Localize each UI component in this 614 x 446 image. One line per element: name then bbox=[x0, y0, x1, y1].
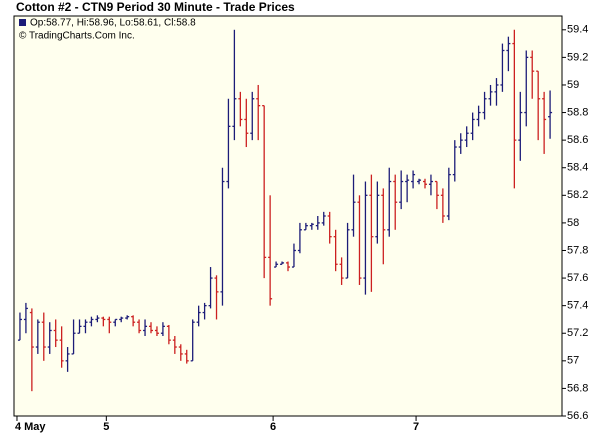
y-tick-label: 58.4 bbox=[567, 162, 588, 174]
y-tick-label: 56.8 bbox=[567, 382, 588, 394]
y-tick-label: 57.6 bbox=[567, 272, 588, 284]
y-tick-label: 59 bbox=[567, 79, 579, 91]
y-tick-label: 58.6 bbox=[567, 134, 588, 146]
y-tick-label: 57 bbox=[567, 355, 579, 367]
x-tick-label: 6 bbox=[270, 421, 276, 433]
y-tick-label: 58.8 bbox=[567, 106, 588, 118]
y-tick-label: 58 bbox=[567, 217, 579, 229]
legend-swatch bbox=[19, 19, 26, 26]
chart-title: Cotton #2 - CTN9 Period 30 Minute - Trad… bbox=[16, 0, 295, 14]
y-tick-label: 56.6 bbox=[567, 410, 588, 422]
y-tick-label: 58.2 bbox=[567, 189, 588, 201]
legend-text: Op:58.77, Hi:58.96, Lo:58.61, Cl:58.8 bbox=[30, 18, 196, 29]
x-tick-label: 5 bbox=[103, 421, 109, 433]
y-tick-label: 59.2 bbox=[567, 51, 588, 63]
y-tick-label: 59.4 bbox=[567, 24, 588, 36]
y-tick-label: 57.4 bbox=[567, 300, 588, 312]
plot-area bbox=[13, 15, 563, 417]
x-tick-label: 4 May bbox=[15, 421, 46, 433]
y-tick-label: 57.2 bbox=[567, 327, 588, 339]
credit-text: © TradingCharts.Com Inc. bbox=[19, 31, 135, 42]
y-tick-label: 57.8 bbox=[567, 244, 588, 256]
x-tick-label: 7 bbox=[413, 421, 419, 433]
